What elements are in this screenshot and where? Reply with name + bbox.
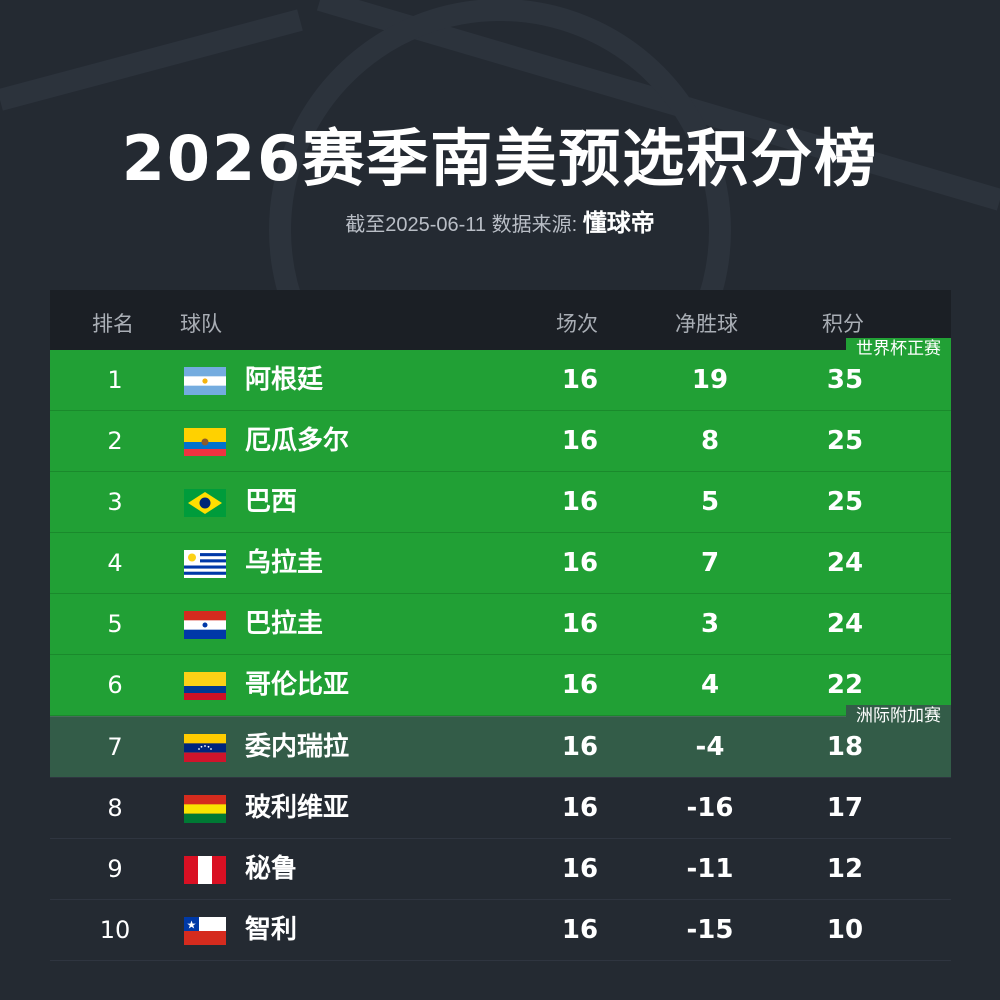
rank-cell: 6 — [107, 671, 123, 699]
team-name: 厄瓜多尔 — [245, 426, 350, 456]
played-cell: 16 — [561, 732, 599, 762]
rank-cell: 2 — [107, 427, 123, 455]
played-cell: 16 — [561, 548, 599, 578]
goal-difference-cell: 19 — [691, 365, 729, 395]
team-name: 巴拉圭 — [245, 609, 324, 639]
table-row: 9 秘鲁 16 -11 12 — [50, 839, 951, 900]
played-cell: 16 — [561, 793, 599, 823]
colombia-flag — [184, 672, 226, 700]
rank-cell: 1 — [107, 366, 123, 394]
goal-difference-cell: -11 — [686, 854, 734, 884]
goal-difference-cell: 7 — [700, 548, 720, 578]
header-points: 积分 — [822, 313, 864, 336]
brand-name: 懂球帝 — [582, 210, 655, 237]
played-cell: 16 — [561, 915, 599, 945]
table-row: 3 巴西 16 5 25 — [50, 472, 951, 533]
points-cell: 22 — [826, 670, 864, 700]
played-cell: 16 — [561, 487, 599, 517]
playoff-tag: 洲际附加赛 — [846, 705, 951, 727]
header-played: 场次 — [556, 313, 598, 336]
team-name: 智利 — [245, 915, 298, 945]
table-row: 10 智利 16 -15 10 — [50, 900, 951, 961]
rank-cell: 3 — [107, 488, 123, 516]
goal-difference-cell: 5 — [700, 487, 720, 517]
ecuador-flag — [184, 428, 226, 456]
table-row: 8 玻利维亚 16 -16 17 — [50, 778, 951, 839]
bolivia-flag — [184, 795, 226, 823]
subtitle: 截至2025-06-11 数据来源: 懂球帝 — [0, 203, 1000, 238]
table-row: 1 阿根廷 16 19 35 世界杯正赛 — [50, 338, 951, 411]
goal-difference-cell: 8 — [700, 426, 720, 456]
goal-difference-cell: 4 — [700, 670, 720, 700]
team-name: 玻利维亚 — [245, 793, 350, 823]
peru-flag — [184, 856, 226, 884]
table-row: 4 乌拉圭 16 7 24 — [50, 533, 951, 594]
rank-cell: 10 — [99, 916, 131, 944]
uruguay-flag — [184, 550, 226, 578]
goal-difference-cell: -15 — [686, 915, 734, 945]
goal-difference-cell: -4 — [695, 732, 725, 762]
rank-cell: 8 — [107, 794, 123, 822]
rank-cell: 4 — [107, 549, 123, 577]
team-name: 秘鲁 — [245, 854, 298, 884]
goal-difference-cell: -16 — [686, 793, 734, 823]
table-row: 6 哥伦比亚 16 4 22 — [50, 655, 951, 716]
team-name: 阿根廷 — [245, 365, 324, 395]
points-cell: 24 — [826, 548, 864, 578]
points-cell: 12 — [826, 854, 864, 884]
rank-cell: 9 — [107, 855, 123, 883]
played-cell: 16 — [561, 854, 599, 884]
team-name: 乌拉圭 — [245, 548, 324, 578]
played-cell: 16 — [561, 670, 599, 700]
date-source-text: 截至2025-06-11 数据来源: — [345, 214, 578, 236]
played-cell: 16 — [561, 426, 599, 456]
table-row: 2 厄瓜多尔 16 8 25 — [50, 411, 951, 472]
team-name: 巴西 — [245, 487, 298, 517]
team-name: 委内瑞拉 — [245, 732, 350, 762]
header-goal-difference: 净胜球 — [675, 313, 738, 336]
standings-table: 排名 球队 场次 净胜球 积分 1 阿根廷 16 19 35 世界杯正赛 2 厄瓜多尔 16 8 2… — [50, 290, 951, 961]
rank-cell: 5 — [107, 610, 123, 638]
points-cell: 35 — [826, 365, 864, 395]
points-cell: 17 — [826, 793, 864, 823]
brazil-flag — [184, 489, 226, 517]
points-cell: 18 — [826, 732, 864, 762]
chile-flag — [184, 917, 226, 945]
points-cell: 25 — [826, 426, 864, 456]
argentina-flag — [184, 367, 226, 395]
points-cell: 25 — [826, 487, 864, 517]
venezuela-flag — [184, 734, 226, 762]
points-cell: 24 — [826, 609, 864, 639]
table-row: 5 巴拉圭 16 3 24 — [50, 594, 951, 655]
world-cup-tag: 世界杯正赛 — [846, 338, 951, 360]
team-name: 哥伦比亚 — [245, 670, 350, 700]
rank-cell: 7 — [107, 733, 123, 761]
played-cell: 16 — [561, 365, 599, 395]
table-body: 1 阿根廷 16 19 35 世界杯正赛 2 厄瓜多尔 16 8 25 3 巴西 16 5 25 4 乌拉圭 16 7… — [50, 338, 951, 961]
paraguay-flag — [184, 611, 226, 639]
table-header: 排名 球队 场次 净胜球 积分 — [50, 290, 951, 350]
header-rank: 排名 — [92, 313, 134, 336]
goal-difference-cell: 3 — [700, 609, 720, 639]
points-cell: 10 — [826, 915, 864, 945]
table-row: 7 委内瑞拉 16 -4 18 洲际附加赛 — [50, 705, 951, 778]
played-cell: 16 — [561, 609, 599, 639]
header-team: 球队 — [180, 313, 222, 336]
page-title: 2026赛季南美预选积分榜 — [121, 122, 879, 195]
